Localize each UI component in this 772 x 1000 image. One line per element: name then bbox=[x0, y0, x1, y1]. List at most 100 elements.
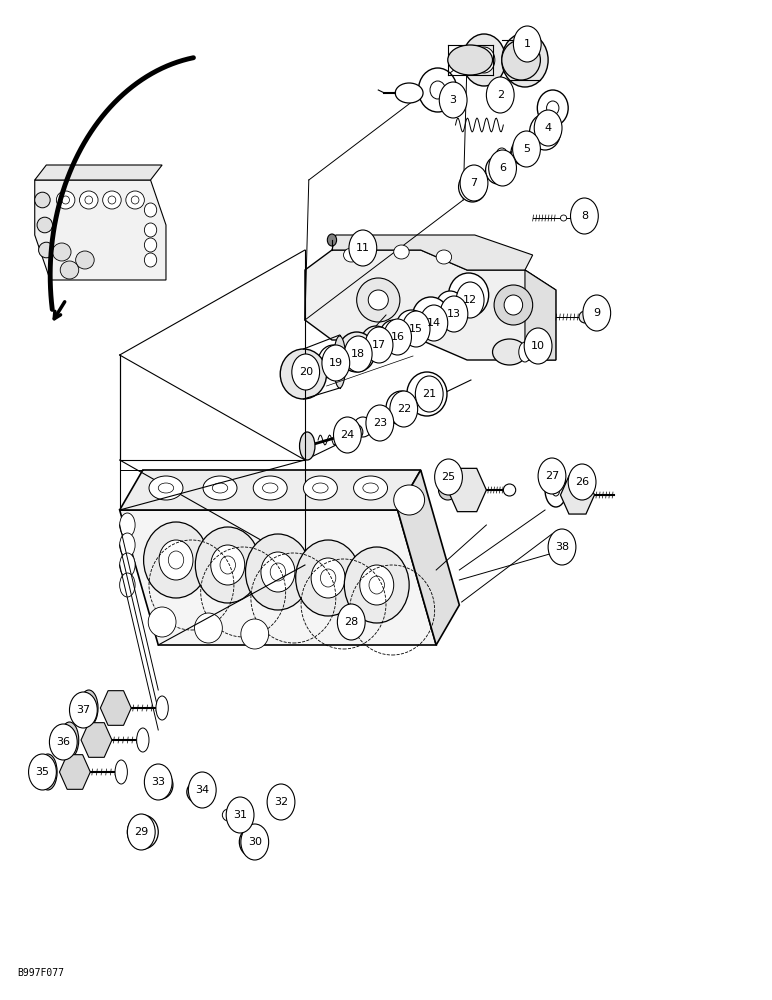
Ellipse shape bbox=[547, 101, 559, 115]
Ellipse shape bbox=[156, 780, 165, 790]
Ellipse shape bbox=[449, 273, 489, 317]
Ellipse shape bbox=[363, 483, 378, 493]
Ellipse shape bbox=[300, 432, 315, 460]
Ellipse shape bbox=[293, 362, 314, 386]
Ellipse shape bbox=[311, 558, 345, 598]
Circle shape bbox=[49, 724, 77, 760]
Ellipse shape bbox=[268, 792, 291, 816]
Ellipse shape bbox=[187, 780, 215, 804]
Ellipse shape bbox=[85, 196, 93, 204]
Ellipse shape bbox=[127, 815, 158, 849]
Text: 32: 32 bbox=[274, 797, 288, 807]
Circle shape bbox=[456, 282, 484, 318]
Text: 1: 1 bbox=[523, 39, 531, 49]
Circle shape bbox=[349, 230, 377, 266]
Circle shape bbox=[435, 459, 462, 495]
Circle shape bbox=[344, 336, 372, 372]
Circle shape bbox=[337, 604, 365, 640]
Circle shape bbox=[69, 692, 97, 728]
Ellipse shape bbox=[494, 285, 533, 325]
Ellipse shape bbox=[280, 349, 327, 399]
Ellipse shape bbox=[195, 613, 222, 643]
Circle shape bbox=[548, 529, 576, 565]
Ellipse shape bbox=[348, 343, 365, 361]
Text: 6: 6 bbox=[499, 163, 506, 173]
Text: 24: 24 bbox=[340, 430, 354, 440]
Circle shape bbox=[29, 754, 56, 790]
Circle shape bbox=[384, 319, 411, 355]
Ellipse shape bbox=[120, 513, 135, 537]
Ellipse shape bbox=[261, 552, 295, 592]
Ellipse shape bbox=[394, 485, 425, 515]
Ellipse shape bbox=[438, 480, 457, 500]
Ellipse shape bbox=[378, 412, 394, 428]
Ellipse shape bbox=[62, 196, 69, 204]
Ellipse shape bbox=[248, 836, 259, 848]
Text: 22: 22 bbox=[397, 404, 411, 414]
Ellipse shape bbox=[459, 284, 479, 306]
Ellipse shape bbox=[115, 760, 127, 784]
Ellipse shape bbox=[168, 551, 184, 569]
Ellipse shape bbox=[467, 181, 478, 193]
Circle shape bbox=[366, 405, 394, 441]
Ellipse shape bbox=[407, 372, 447, 416]
Circle shape bbox=[292, 354, 320, 390]
Circle shape bbox=[486, 77, 514, 113]
Ellipse shape bbox=[120, 573, 135, 597]
Ellipse shape bbox=[149, 476, 183, 500]
Text: 36: 36 bbox=[56, 737, 70, 747]
Circle shape bbox=[402, 311, 430, 347]
Ellipse shape bbox=[108, 196, 116, 204]
Ellipse shape bbox=[388, 329, 399, 341]
Circle shape bbox=[534, 110, 562, 146]
Circle shape bbox=[267, 784, 295, 820]
Ellipse shape bbox=[423, 308, 438, 326]
Polygon shape bbox=[305, 250, 556, 360]
Ellipse shape bbox=[158, 483, 174, 493]
Ellipse shape bbox=[120, 533, 135, 557]
Ellipse shape bbox=[144, 253, 157, 267]
Text: 25: 25 bbox=[442, 472, 455, 482]
Text: 2: 2 bbox=[496, 90, 504, 100]
Text: 33: 33 bbox=[151, 777, 165, 787]
Ellipse shape bbox=[493, 165, 503, 175]
Text: 34: 34 bbox=[195, 785, 209, 795]
Ellipse shape bbox=[144, 223, 157, 237]
Circle shape bbox=[538, 458, 566, 494]
Ellipse shape bbox=[56, 191, 75, 209]
Ellipse shape bbox=[557, 542, 567, 552]
Ellipse shape bbox=[159, 540, 193, 580]
Circle shape bbox=[513, 131, 540, 167]
Circle shape bbox=[127, 814, 155, 850]
Text: 29: 29 bbox=[134, 827, 148, 837]
Ellipse shape bbox=[320, 569, 336, 587]
Ellipse shape bbox=[76, 251, 94, 269]
Text: 13: 13 bbox=[447, 309, 461, 319]
Ellipse shape bbox=[195, 787, 206, 797]
Circle shape bbox=[571, 198, 598, 234]
Circle shape bbox=[524, 328, 552, 364]
Ellipse shape bbox=[550, 533, 574, 561]
Ellipse shape bbox=[571, 210, 587, 226]
Ellipse shape bbox=[496, 148, 507, 160]
Ellipse shape bbox=[347, 424, 363, 440]
Ellipse shape bbox=[405, 320, 418, 334]
Polygon shape bbox=[120, 470, 421, 510]
Ellipse shape bbox=[222, 809, 235, 821]
Ellipse shape bbox=[148, 771, 173, 799]
Ellipse shape bbox=[245, 534, 310, 610]
Ellipse shape bbox=[137, 825, 149, 839]
Circle shape bbox=[334, 417, 361, 453]
Ellipse shape bbox=[386, 391, 417, 425]
Ellipse shape bbox=[80, 191, 98, 209]
Text: 27: 27 bbox=[545, 471, 559, 481]
Ellipse shape bbox=[503, 484, 516, 496]
Ellipse shape bbox=[545, 473, 567, 507]
Text: 21: 21 bbox=[422, 389, 436, 399]
Ellipse shape bbox=[137, 728, 149, 752]
Ellipse shape bbox=[211, 545, 245, 585]
Ellipse shape bbox=[303, 476, 337, 500]
Circle shape bbox=[241, 824, 269, 860]
Ellipse shape bbox=[52, 243, 71, 261]
Polygon shape bbox=[398, 470, 459, 645]
